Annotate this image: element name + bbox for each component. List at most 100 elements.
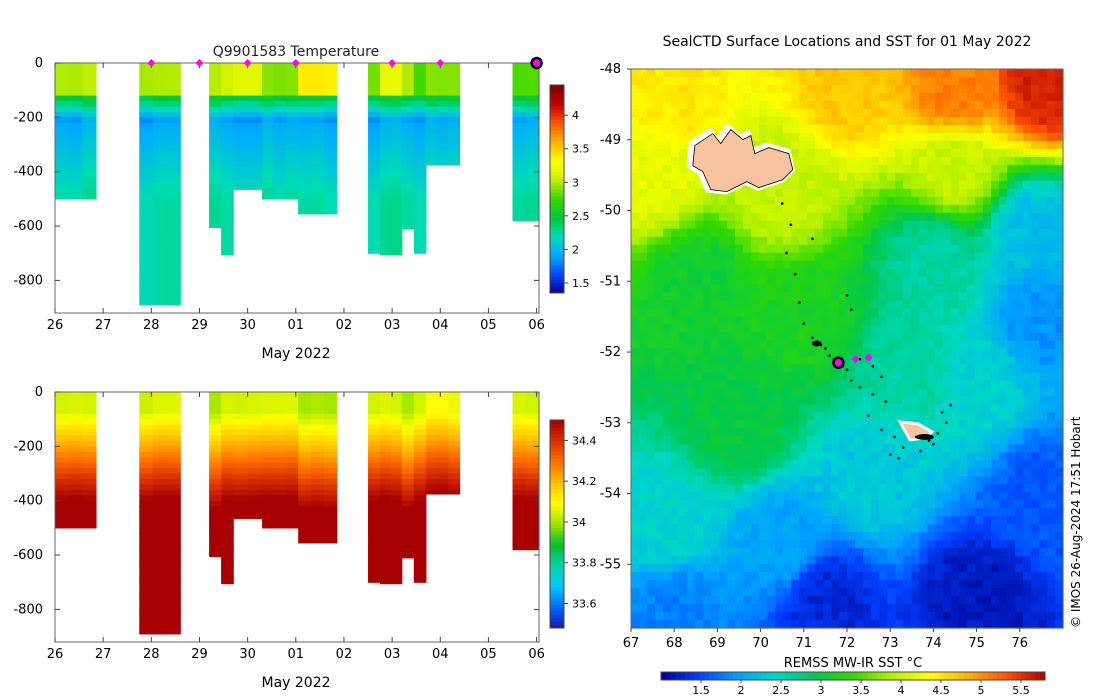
profile-cell (448, 63, 461, 70)
sst-cell (855, 324, 864, 334)
sst-cell (951, 76, 960, 86)
sst-cell (647, 188, 656, 198)
sst-cell (943, 348, 952, 358)
sst-cell (959, 156, 968, 166)
sst-cell (695, 180, 704, 190)
sst-cell (663, 620, 672, 629)
profile-cell (401, 538, 415, 545)
sst-cell (743, 69, 752, 78)
sst-cell (903, 620, 912, 629)
sst-cell (951, 348, 960, 358)
profile-cell (368, 565, 381, 572)
sst-cell (647, 236, 656, 246)
sst-cell (663, 172, 672, 182)
profile-cell (380, 500, 392, 507)
sst-cell (943, 228, 952, 238)
profile-cell (401, 451, 415, 458)
sst-cell (679, 92, 688, 102)
profile-cell (380, 101, 392, 108)
sst-cell (975, 388, 984, 398)
sst-cell (799, 540, 808, 549)
sst-cell (639, 620, 648, 629)
colorbar-swatch (550, 444, 564, 449)
profile-cell (368, 177, 381, 184)
sst-cell (823, 76, 832, 86)
sst-cell (887, 108, 896, 118)
sst-cell (855, 156, 864, 166)
sst-cell (887, 580, 896, 589)
sst-cell (935, 572, 944, 581)
profile-cell (368, 215, 381, 222)
sst-cell (815, 108, 824, 118)
sst-cell (935, 476, 944, 485)
sst-cell (927, 132, 936, 142)
sst-cell (735, 236, 744, 246)
sst-cell (727, 348, 736, 358)
profile-cell (152, 484, 168, 491)
sst-cell (895, 284, 904, 294)
sst-cell (839, 460, 848, 469)
sst-cell (879, 596, 888, 605)
sst-cell (975, 276, 984, 286)
sst-cell (807, 140, 816, 150)
sst-cell (879, 484, 888, 493)
sst-cell (711, 620, 720, 629)
sst-cell (743, 580, 752, 589)
profile-cell (413, 517, 427, 524)
sst-cell (751, 260, 760, 270)
sst-cell (887, 612, 896, 621)
profile-cell (425, 435, 438, 442)
profile-cell (247, 188, 263, 190)
sst-cell (703, 324, 712, 334)
sst-cell (855, 612, 864, 621)
plot-frame (54, 391, 540, 643)
sst-cell (639, 572, 648, 581)
sst-cell (799, 300, 808, 310)
profile-cell (233, 155, 249, 162)
profile-cell (525, 435, 540, 442)
profile-cell (221, 166, 234, 173)
sst-cell (799, 228, 808, 238)
sst-cell (799, 172, 808, 182)
profile-cell (298, 468, 312, 475)
sst-cell (727, 612, 736, 621)
sst-cell (903, 492, 912, 501)
sst-cell (879, 380, 888, 390)
profile-cell (274, 160, 287, 167)
profile-cell (221, 220, 234, 227)
sst-cell (951, 532, 960, 541)
sst-cell (823, 540, 832, 549)
profile-cell (55, 489, 70, 496)
sst-cell (967, 604, 976, 613)
sst-cell (631, 332, 640, 342)
sst-cell (815, 588, 824, 597)
sst-cell (847, 548, 856, 557)
sst-cell (807, 244, 816, 254)
sst-cell (815, 116, 824, 126)
sst-cell (895, 444, 904, 453)
sst-cell (951, 180, 960, 190)
profile-cell (274, 478, 287, 485)
sst-cell (791, 292, 800, 302)
sst-cell (703, 476, 712, 485)
sst-cell (631, 148, 640, 158)
sst-cell (951, 84, 960, 94)
sst-cell (807, 404, 816, 413)
profile-cell (323, 166, 338, 173)
colorbar-swatch (550, 558, 564, 563)
sst-cell (983, 436, 992, 445)
sst-cell (855, 180, 864, 190)
sst-cell (815, 348, 824, 358)
sst-cell (655, 316, 664, 326)
colorbar-swatch (550, 524, 564, 528)
sst-cell (871, 164, 880, 174)
sst-cell (767, 76, 776, 86)
profile-cell (311, 522, 325, 529)
sst-cell (895, 124, 904, 134)
sst-cell (975, 76, 984, 86)
sst-cell (911, 252, 920, 262)
sst-cell (855, 172, 864, 182)
sst-cell (895, 132, 904, 142)
sst-cell (943, 196, 952, 206)
sst-cell (679, 612, 688, 621)
